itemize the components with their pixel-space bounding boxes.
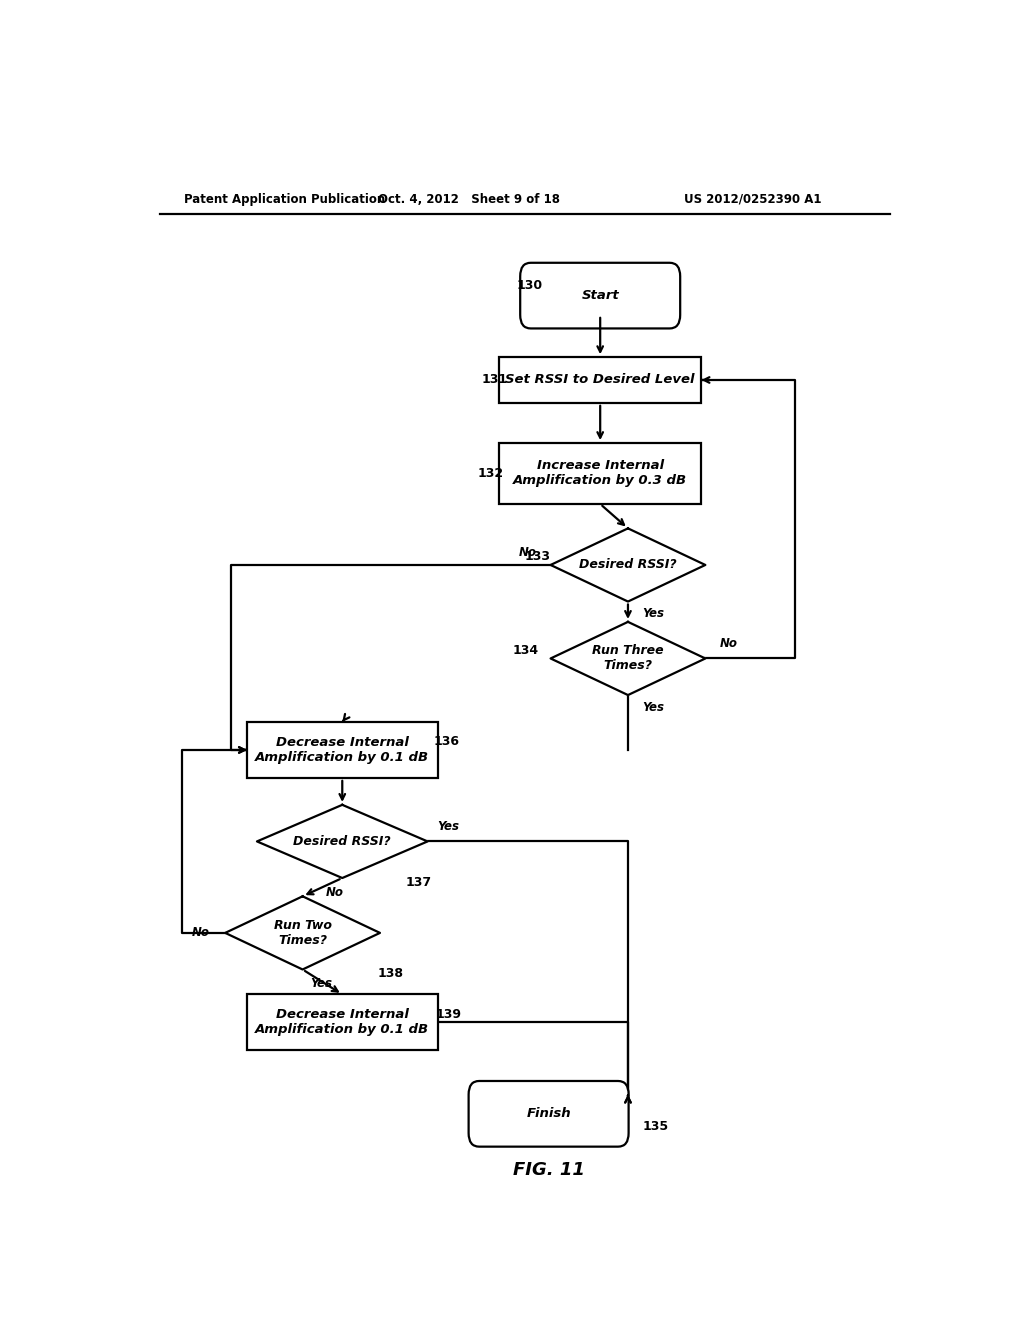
Text: 130: 130 [517, 279, 543, 292]
Text: No: No [191, 927, 209, 940]
Text: US 2012/0252390 A1: US 2012/0252390 A1 [684, 193, 821, 206]
Text: 139: 139 [436, 1007, 462, 1020]
Text: Yes: Yes [642, 607, 665, 620]
Text: 132: 132 [477, 467, 504, 480]
Text: Yes: Yes [642, 701, 665, 714]
Polygon shape [551, 528, 706, 602]
Text: Increase Internal
Amplification by 0.3 dB: Increase Internal Amplification by 0.3 d… [513, 459, 687, 487]
Text: Start: Start [582, 289, 620, 302]
Text: Decrease Internal
Amplification by 0.1 dB: Decrease Internal Amplification by 0.1 d… [255, 1008, 429, 1036]
Text: Set RSSI to Desired Level: Set RSSI to Desired Level [506, 374, 695, 387]
Text: 135: 135 [642, 1119, 669, 1133]
FancyBboxPatch shape [520, 263, 680, 329]
Text: No: No [518, 546, 537, 560]
Bar [499, 444, 701, 504]
Text: Desired RSSI?: Desired RSSI? [580, 558, 677, 572]
Text: 133: 133 [524, 550, 551, 564]
Text: Finish: Finish [526, 1107, 571, 1121]
Text: Yes: Yes [310, 977, 333, 990]
Text: FIG. 11: FIG. 11 [513, 1160, 585, 1179]
Polygon shape [225, 896, 380, 969]
Text: Decrease Internal
Amplification by 0.1 dB: Decrease Internal Amplification by 0.1 d… [255, 737, 429, 764]
Text: No: No [326, 886, 343, 899]
Text: Patent Application Publication: Patent Application Publication [183, 193, 385, 206]
Text: Run Two
Times?: Run Two Times? [273, 919, 332, 946]
Text: Desired RSSI?: Desired RSSI? [294, 836, 391, 847]
FancyBboxPatch shape [469, 1081, 629, 1147]
Text: 138: 138 [378, 968, 404, 979]
Text: 136: 136 [433, 735, 460, 748]
Text: 134: 134 [513, 644, 539, 657]
Bar [499, 358, 701, 403]
Text: Oct. 4, 2012   Sheet 9 of 18: Oct. 4, 2012 Sheet 9 of 18 [378, 193, 560, 206]
Text: Yes: Yes [437, 820, 459, 833]
Text: 137: 137 [406, 875, 432, 888]
Text: Run Three
Times?: Run Three Times? [592, 644, 664, 672]
Text: No: No [720, 636, 737, 649]
Polygon shape [551, 622, 706, 696]
Text: 131: 131 [481, 374, 507, 387]
Bar [247, 722, 437, 777]
Bar [247, 994, 437, 1051]
Polygon shape [257, 805, 428, 878]
